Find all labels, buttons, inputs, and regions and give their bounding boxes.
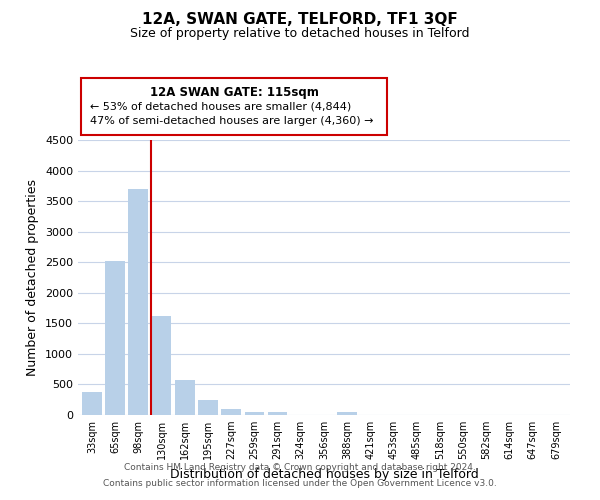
Bar bbox=[82, 392, 102, 415]
Bar bbox=[128, 189, 148, 415]
Bar bbox=[337, 412, 357, 415]
Text: Contains HM Land Registry data © Crown copyright and database right 2024.: Contains HM Land Registry data © Crown c… bbox=[124, 464, 476, 472]
Bar bbox=[175, 380, 194, 415]
Bar bbox=[152, 316, 172, 415]
Bar bbox=[105, 261, 125, 415]
Bar bbox=[198, 400, 218, 415]
Text: 47% of semi-detached houses are larger (4,360) →: 47% of semi-detached houses are larger (… bbox=[90, 116, 373, 126]
Text: 12A SWAN GATE: 115sqm: 12A SWAN GATE: 115sqm bbox=[149, 86, 319, 99]
Text: Contains public sector information licensed under the Open Government Licence v3: Contains public sector information licen… bbox=[103, 478, 497, 488]
Text: ← 53% of detached houses are smaller (4,844): ← 53% of detached houses are smaller (4,… bbox=[90, 102, 351, 112]
Y-axis label: Number of detached properties: Number of detached properties bbox=[26, 179, 40, 376]
Text: Size of property relative to detached houses in Telford: Size of property relative to detached ho… bbox=[130, 28, 470, 40]
X-axis label: Distribution of detached houses by size in Telford: Distribution of detached houses by size … bbox=[170, 468, 478, 480]
Text: 12A, SWAN GATE, TELFORD, TF1 3QF: 12A, SWAN GATE, TELFORD, TF1 3QF bbox=[142, 12, 458, 28]
Bar bbox=[268, 412, 287, 415]
Bar bbox=[245, 412, 264, 415]
Bar bbox=[221, 409, 241, 415]
